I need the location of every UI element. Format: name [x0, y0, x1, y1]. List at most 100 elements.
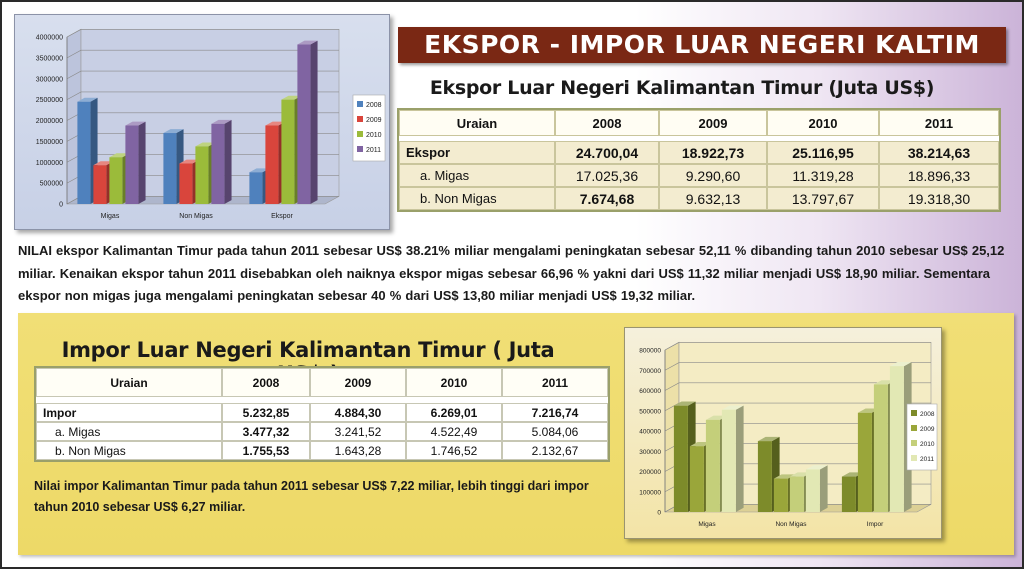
- y-tick-label: 400000: [639, 429, 661, 436]
- x-category-label: Non Migas: [179, 213, 213, 220]
- legend-label: 2010: [366, 132, 382, 139]
- table-cell: 11.319,28: [767, 164, 879, 187]
- y-tick-label: 2000000: [36, 118, 63, 125]
- x-category-label: Non Migas: [775, 521, 807, 528]
- table-cell: 17.025,36: [555, 164, 659, 187]
- header-cell: 2010: [406, 368, 502, 397]
- y-tick-label: 500000: [639, 408, 661, 415]
- legend-swatch: [357, 131, 363, 137]
- y-tick-label: 1500000: [36, 139, 63, 146]
- legend-label: 2010: [920, 441, 935, 448]
- y-tick-label: 0: [59, 202, 63, 209]
- legend-swatch: [357, 101, 363, 107]
- table-cell: 7.216,74: [502, 403, 608, 422]
- gridline: [66, 91, 339, 100]
- bar-migas-2011: [125, 121, 146, 204]
- import-bar-chart: 0 100000 200000 300000 400000 500000 600000 700…: [624, 327, 942, 539]
- header-cell: 2009: [310, 368, 406, 397]
- legend-swatch: [911, 455, 917, 461]
- header-cell: 2011: [502, 368, 608, 397]
- y-tick-label: 2500000: [36, 97, 63, 104]
- table-row: Impor 5.232,85 4.884,30 6.269,01 7.216,7…: [36, 403, 608, 422]
- table-cell: 24.700,04: [555, 141, 659, 164]
- table-header-row: Uraian 2008 2009 2010 2011: [399, 110, 999, 136]
- table-row: Ekspor 24.700,04 18.922,73 25.116,95 38.…: [399, 141, 999, 164]
- gridline: [66, 49, 339, 59]
- y-tick-label: 500000: [40, 181, 63, 188]
- export-description: NILAI ekspor Kalimantan Timur pada tahun…: [18, 243, 1005, 303]
- table-cell: 18.922,73: [659, 141, 767, 164]
- bar-ekspor-2011: [297, 40, 318, 204]
- legend-swatch: [357, 146, 363, 152]
- y-tick-label: 0: [657, 510, 661, 517]
- row-label: b. Non Migas: [36, 441, 222, 460]
- import-table: Uraian 2008 2009 2010 2011 Impor 5.232,8…: [34, 366, 610, 462]
- row-label: a. Migas: [36, 422, 222, 441]
- chart-legend: 2008 2009 2010 2011: [906, 403, 938, 471]
- header-cell: 2011: [879, 110, 999, 136]
- x-category-label: Impor: [867, 521, 884, 528]
- y-tick-label: 3000000: [36, 76, 63, 83]
- table-row: a. Migas 17.025,36 9.290,60 11.319,28 18…: [399, 164, 999, 187]
- table-cell: 5.084,06: [502, 422, 608, 441]
- table-cell: 3.477,32: [222, 422, 310, 441]
- y-tick-label: 800000: [639, 348, 661, 355]
- y-tick-label: 300000: [639, 449, 661, 456]
- table-cell: 2.132,67: [502, 441, 608, 460]
- legend-swatch: [911, 440, 917, 446]
- bar-non-migas-2008: [757, 436, 780, 512]
- bar-non-migas-2011: [805, 465, 828, 512]
- y-tick-label: 200000: [639, 469, 661, 476]
- import-description: Nilai impor Kalimantan Timur pada tahun …: [34, 479, 589, 514]
- bar-migas-2011: [721, 405, 744, 512]
- gridline: [66, 70, 339, 80]
- y-tick-label: 600000: [639, 388, 661, 395]
- table-cell: 25.116,95: [767, 141, 879, 164]
- table-row: a. Migas 3.477,32 3.241,52 4.522,49 5.08…: [36, 422, 608, 441]
- page-title-banner: EKSPOR - IMPOR LUAR NEGERI KALTIM: [398, 27, 1006, 63]
- table-cell: 1.643,28: [310, 441, 406, 460]
- table-cell: 4.884,30: [310, 403, 406, 422]
- legend-label: 2009: [366, 117, 382, 124]
- header-cell: 2008: [222, 368, 310, 397]
- table-row: b. Non Migas 1.755,53 1.643,28 1.746,52 …: [36, 441, 608, 460]
- y-tick-label: 4000000: [36, 35, 63, 42]
- header-cell: 2010: [767, 110, 879, 136]
- y-tick-label: 100000: [639, 489, 661, 496]
- y-tick-label: 700000: [639, 368, 661, 375]
- gridline: [664, 342, 931, 351]
- row-label: Ekspor: [399, 141, 555, 164]
- bar-non-migas-2011: [211, 119, 232, 204]
- header-cell: 2009: [659, 110, 767, 136]
- table-cell: 7.674,68: [555, 187, 659, 210]
- x-category-label: Migas: [101, 213, 120, 220]
- row-label: b. Non Migas: [399, 187, 555, 210]
- table-cell: 6.269,01: [406, 403, 502, 422]
- legend-swatch: [357, 116, 363, 122]
- table-cell: 18.896,33: [879, 164, 999, 187]
- legend-label: 2011: [920, 456, 934, 463]
- export-chart-canvas: 0 500000 1000000 1500000 2000000 2500000 30000…: [36, 28, 386, 220]
- header-cell: Uraian: [36, 368, 222, 397]
- y-tick-label: 3500000: [36, 55, 63, 62]
- table-cell: 13.797,67: [767, 187, 879, 210]
- chart-legend: 2008 2009 2010 2011: [352, 94, 386, 162]
- bar-impor-2011: [889, 361, 912, 512]
- table-cell: 5.232,85: [222, 403, 310, 422]
- legend-label: 2011: [366, 147, 381, 154]
- table-cell: 4.522,49: [406, 422, 502, 441]
- x-category-label: Migas: [698, 521, 716, 528]
- gridline: [664, 362, 931, 371]
- x-category-label: Ekspor: [271, 213, 293, 220]
- export-bar-chart: 0 500000 1000000 1500000 2000000 2500000 30000…: [14, 14, 390, 230]
- table-cell: 9.290,60: [659, 164, 767, 187]
- table-cell: 1.755,53: [222, 441, 310, 460]
- export-table: Uraian 2008 2009 2010 2011 Ekspor 24.700…: [397, 108, 1001, 212]
- table-cell: 1.746,52: [406, 441, 502, 460]
- table-header-row: Uraian 2008 2009 2010 2011: [36, 368, 608, 397]
- legend-swatch: [911, 425, 917, 431]
- gridline: [664, 382, 931, 391]
- legend-label: 2008: [920, 411, 935, 418]
- table-cell: 3.241,52: [310, 422, 406, 441]
- legend-swatch: [911, 410, 917, 416]
